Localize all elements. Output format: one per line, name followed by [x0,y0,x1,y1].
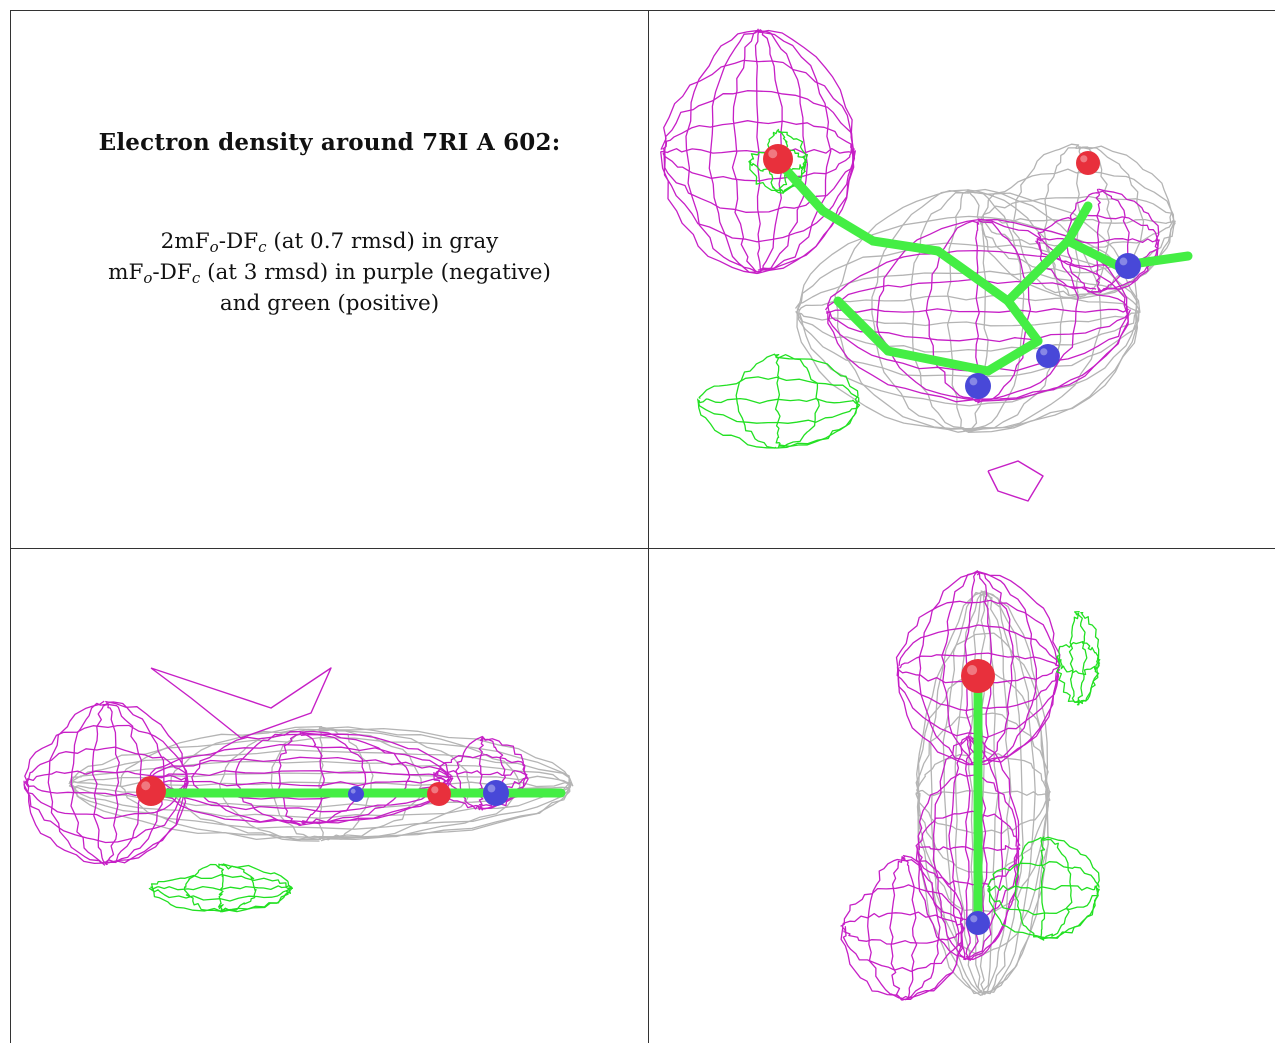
nitrogen-atom [483,780,509,806]
atom-highlight [970,915,978,923]
figure-title: Electron density around 7RI A 602: [98,129,561,156]
atom-highlight [966,664,978,676]
green-positive-mesh [987,836,1100,941]
carbon-bond [1003,236,1073,306]
carbon-bond [1063,236,1123,271]
purple-negative-mesh [987,460,1044,502]
oxygen-atom [763,144,793,174]
legend-line-1: 2mFo-DFc (at 0.7 rmsd) in gray [160,229,499,256]
carbon-bond [983,336,1043,376]
atom-highlight [487,784,496,793]
carbon-bond [883,346,993,376]
purple-negative-mesh [840,854,966,1001]
green-positive-mesh [1056,611,1101,706]
nitrogen-atom [348,786,364,802]
legend-line-2: mFo-DFc (at 3 rmsd) in purple (negative) [108,260,551,287]
density-mesh-render [23,667,574,913]
carbon-bond [1003,296,1043,346]
atom-highlight [1119,257,1128,266]
atom-highlight [350,788,356,794]
caption: Electron density around 7RI A 602: 2mFo-… [11,129,648,319]
nitrogen-atom [966,911,990,935]
density-view-top-right [648,10,1275,549]
atom-highlight [1040,348,1048,356]
carbon-bond [1063,201,1093,246]
atom-highlight [1080,155,1088,163]
purple-negative-mesh [660,28,857,275]
purple-negative-mesh [148,730,454,827]
green-positive-mesh [696,353,861,449]
nitrogen-atom [1036,344,1060,368]
atom-highlight [431,786,439,794]
oxygen-atom [1076,151,1100,175]
caption-cell: Electron density around 7RI A 602: 2mFo-… [10,10,649,549]
purple-negative-mesh [150,667,332,739]
oxygen-atom [961,659,995,693]
density-view-bottom-left [10,548,649,1043]
gray-2fofc-mesh [68,725,574,842]
legend-text: 2mFo-DFc (at 0.7 rmsd) in gray mFo-DFc (… [11,226,648,319]
atom-highlight [768,149,778,159]
atom-highlight [969,377,978,386]
carbon-bond [868,236,943,256]
legend-line-3: and green (positive) [219,291,440,316]
density-view-bottom-right [648,548,1275,1043]
carbon-bond [833,296,893,356]
oxygen-atom [427,782,451,806]
density-mesh-render [660,28,1193,502]
carbon-bond [933,246,1013,306]
green-positive-mesh [148,863,294,913]
nitrogen-atom [1115,253,1141,279]
carbon-bond [818,206,878,246]
nitrogen-atom [965,373,991,399]
density-mesh-render [840,570,1101,1001]
atom-highlight [141,781,151,791]
oxygen-atom [136,776,166,806]
figure-grid: Electron density around 7RI A 602: 2mFo-… [10,10,1275,1043]
